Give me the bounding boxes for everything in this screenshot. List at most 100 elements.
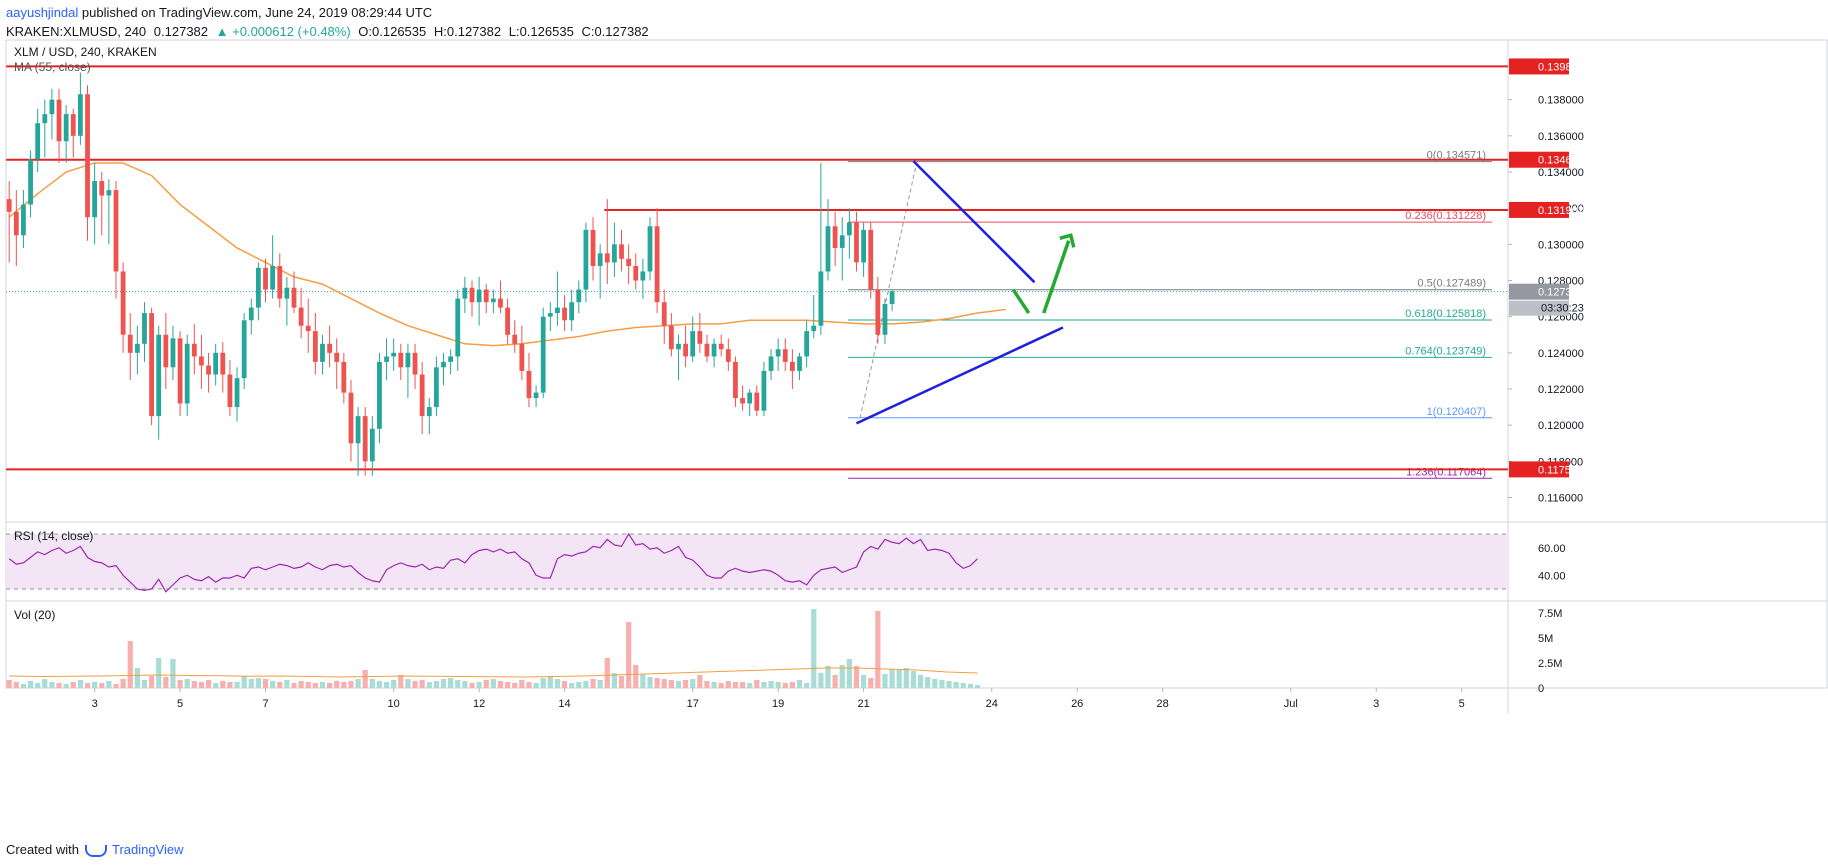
chart-title: XLM / USD, 240, KRAKEN [14,45,157,59]
volume-bar [512,683,518,688]
candle-body [170,338,176,368]
candle-body [49,99,55,115]
volume-bar [448,678,454,688]
last-price: 0.127382 [153,24,209,39]
rsi-label: RSI (14, close) [14,529,93,543]
time-tick-label: 28 [1157,698,1169,710]
volume-bar [861,675,867,688]
volume-bar [725,681,731,688]
volume-bar [697,675,703,688]
volume-bar [84,683,91,688]
candle-body [854,222,859,263]
candle-body [85,94,90,218]
volume-bar [917,675,924,688]
volume-bar [476,682,482,688]
volume-bar [626,622,632,688]
candle-body [668,325,674,350]
current-price-label-bg [1509,283,1569,300]
volume-bar [156,658,162,688]
volume-bar [846,659,852,688]
candle-body [747,392,753,404]
volume-bar [120,679,126,688]
candle-body [127,334,133,353]
candle-body [348,392,354,444]
resistance-price-label: 0.139838 [1538,61,1584,73]
time-tick-label: 17 [687,698,699,710]
volume-bar [106,681,112,688]
volume-bar [348,681,354,688]
candle-body [213,352,219,375]
volume-bar [291,683,297,688]
candle-body [626,258,632,267]
candle-body [490,298,496,303]
volume-bar [312,683,318,688]
time-tick-label: 10 [388,698,400,710]
candle-body [697,331,703,344]
price-tick-label: 0.122000 [1538,384,1584,396]
candle-body [562,307,567,321]
candle-body [790,361,795,371]
time-tick-label: 3 [92,698,98,710]
candle-body [341,361,347,393]
candle-body [113,190,119,272]
candle-body [412,352,418,375]
candle-body [590,229,596,267]
candle-body [761,370,767,411]
tradingview-link[interactable]: TradingView [112,842,184,857]
volume-bar [775,682,781,688]
volume-bar [932,679,938,688]
volume-bar [35,683,41,688]
volume-bar [668,680,674,688]
created-with-text: Created with [6,842,79,857]
volume-bar [191,681,197,688]
candle-body [740,398,745,404]
triangle-lower-trendline [855,326,1064,425]
volume-bar [241,676,247,688]
fib-level-label: 0(0.134571) [1427,150,1486,162]
price-tick-label: 0.124000 [1538,348,1584,360]
time-tick-label: 5 [177,698,183,710]
candle-body [797,356,802,371]
volume-bar [768,681,774,688]
candle-body [362,416,368,462]
candle-body [583,229,589,290]
volume-bar [405,679,411,688]
volume-bar [754,680,760,688]
fib-anchor-line [859,161,918,419]
volume-bar [227,682,233,688]
volume-bar [63,684,69,688]
candle-body [78,94,83,136]
candle-body [725,349,731,362]
volume-bar [704,681,710,688]
volume-bar [804,683,810,688]
volume-bar [875,611,881,688]
volume-bar [597,680,603,688]
volume-bar [960,683,966,688]
candle-body [476,289,482,303]
candle-body [804,331,810,357]
candle-body [555,307,560,314]
volume-bar [711,682,717,688]
candle-body [889,291,895,305]
volume-label: Vol (20) [14,608,55,622]
price-tick-label: 0.134000 [1538,167,1584,179]
candle-body [569,302,575,321]
low-value: L:0.126535 [508,24,574,39]
resistance-price-label-bg [1509,461,1569,478]
time-tick-label: 3 [1373,698,1379,710]
candle-body [377,361,382,429]
volume-bar [220,681,226,688]
volume-bar [6,680,12,688]
candle-body [156,334,162,417]
volume-bar [319,682,326,688]
volume-bar [462,681,468,688]
candle-body [882,304,888,335]
chart-header: aayushjindal published on TradingView.co… [6,3,653,41]
volume-bar [974,685,981,688]
volume-bar [440,679,447,688]
author-link[interactable]: aayushjindal [6,5,79,20]
volume-bar [953,682,959,688]
candle-body [42,114,48,124]
volume-bar [284,680,290,688]
